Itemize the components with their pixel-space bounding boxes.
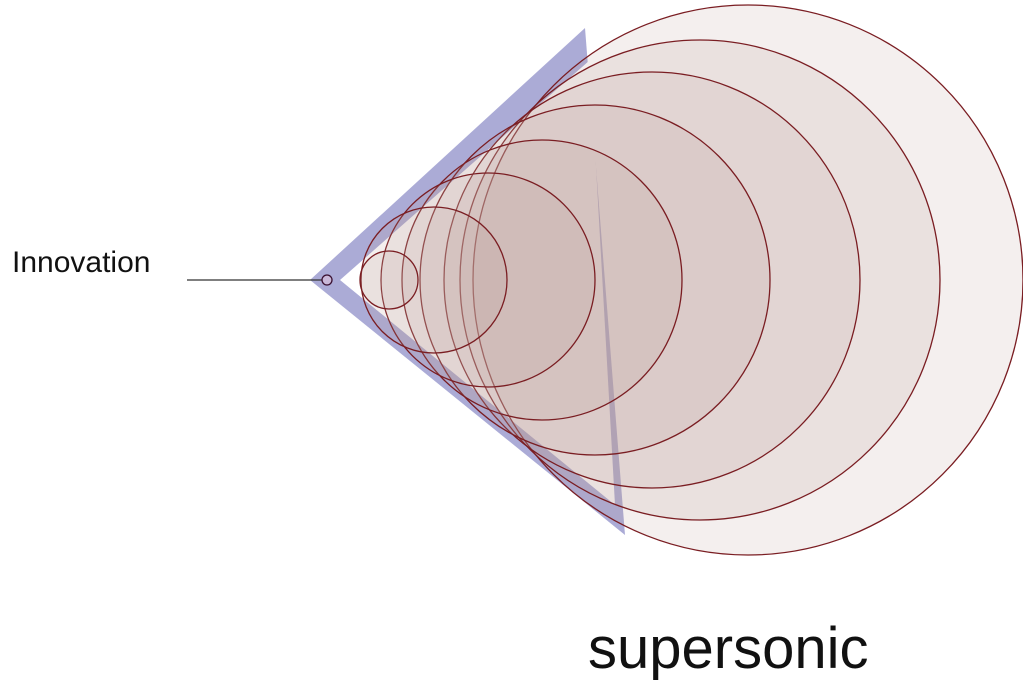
wavefront	[472, 4, 1023, 556]
cone-inner	[340, 60, 615, 505]
source-point	[321, 274, 333, 286]
wavefront	[380, 172, 596, 388]
label: Innovation	[12, 246, 150, 279]
wavefront	[360, 206, 508, 354]
wavefronts	[359, 4, 1023, 556]
wavefront	[459, 39, 941, 521]
caption: supersonic	[588, 616, 868, 680]
wavefront	[359, 250, 419, 310]
wavefront	[401, 139, 683, 421]
wavefront	[443, 71, 861, 489]
